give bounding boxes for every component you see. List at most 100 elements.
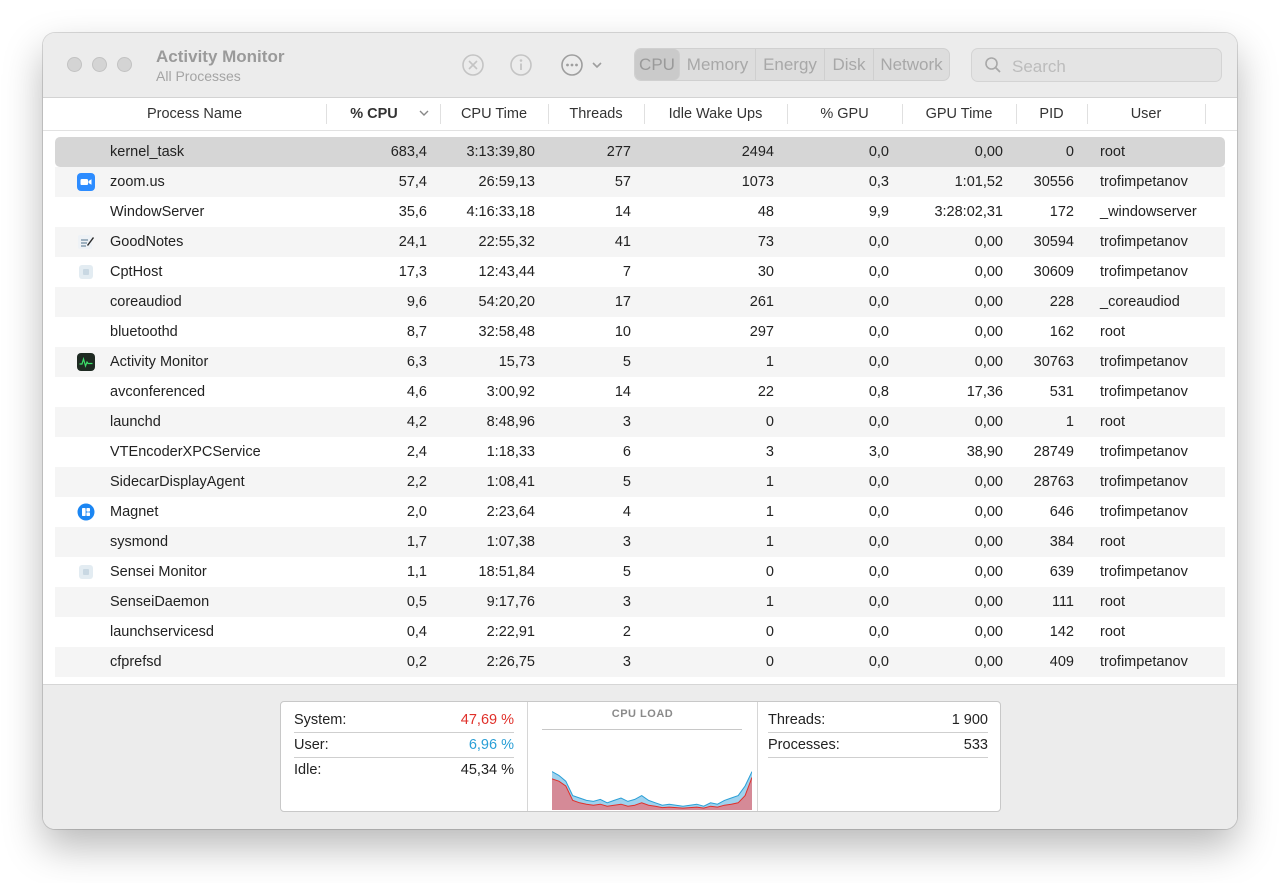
gpu-percent: 0,0 [868, 474, 889, 490]
gpu-percent: 0,0 [868, 264, 889, 280]
column-threads[interactable]: Threads [569, 106, 623, 122]
column-cpu[interactable]: % CPU [350, 106, 398, 122]
process-row[interactable]: Magnet 2,0 2:23,64 4 1 0,0 0,00 646 trofimpetano… [55, 497, 1225, 527]
gpu-percent: 0,0 [868, 294, 889, 310]
process-row[interactable]: bluetoothd 8,7 32:58,48 10 297 0,0 0,00 162 root [55, 317, 1225, 347]
process-row[interactable]: avconferenced 4,6 3:00,92 14 22 0,8 17,36 531 tr… [55, 377, 1225, 407]
column-cpu-time[interactable]: CPU Time [460, 106, 528, 122]
system-stat: System: 47,69 % [294, 708, 514, 733]
thread-count: 5 [622, 564, 631, 580]
column-gpu-time[interactable]: GPU Time [925, 106, 993, 122]
process-name: Magnet [110, 504, 159, 520]
thread-count: 14 [614, 384, 631, 400]
cpu-time: 1:08,41 [486, 474, 535, 490]
tab-disk[interactable]: Disk [825, 49, 874, 80]
thread-count: 10 [614, 324, 631, 340]
pid: 228 [1049, 294, 1074, 310]
idle-wake-ups: 297 [749, 324, 774, 340]
column-idle-wake-ups[interactable]: Idle Wake Ups [668, 106, 763, 122]
process-name: VTEncoderXPCService [110, 444, 261, 460]
process-name: CptHost [110, 264, 163, 280]
thread-count: 2 [622, 624, 631, 640]
pid: 142 [1049, 624, 1074, 640]
ellipsis-circle-icon[interactable] [560, 53, 604, 77]
cpu-time: 8:48,96 [486, 414, 535, 430]
gpu-time: 0,00 [974, 264, 1003, 280]
process-row[interactable]: VTEncoderXPCService 2,4 1:18,33 6 3 3,0 38,90 2… [55, 437, 1225, 467]
idle-wake-ups: 1 [765, 594, 774, 610]
process-name: zoom.us [110, 174, 165, 190]
cpu-load-divider [542, 729, 742, 730]
threads-value: 1 900 [951, 712, 988, 728]
thread-count: 3 [622, 534, 631, 550]
search-field[interactable] [971, 48, 1222, 82]
process-row[interactable]: Sensei Monitor 1,1 18:51,84 5 0 0,0 0,00 639 tro… [55, 557, 1225, 587]
process-row[interactable]: sysmond 1,7 1:07,38 3 1 0,0 0,00 384 root [55, 527, 1225, 557]
process-row[interactable]: launchd 4,2 8:48,96 3 0 0,0 0,00 1 root [55, 407, 1225, 437]
close-window-button[interactable] [67, 57, 82, 72]
gpu-percent: 0,0 [868, 324, 889, 340]
pid: 30609 [1033, 264, 1074, 280]
column-pid[interactable]: PID [1039, 106, 1064, 122]
gpu-time: 17,36 [966, 384, 1003, 400]
tab-network[interactable]: Network [880, 54, 943, 74]
process-row[interactable]: zoom.us 57,4 26:59,13 57 1073 0,3 1:01,52 30556… [55, 167, 1225, 197]
process-row[interactable]: cfprefsd 0,2 2:26,75 3 0 0,0 0,00 409 trofimpeta… [55, 647, 1225, 677]
cpu-time: 12:43,44 [478, 264, 535, 280]
activity-monitor-app-icon [77, 353, 95, 371]
cpu-percent: 9,6 [406, 294, 427, 310]
process-row[interactable]: SenseiDaemon 0,5 9:17,76 3 1 0,0 0,00 111 root [55, 587, 1225, 617]
process-row[interactable]: Activity Monitor 6,3 15,73 5 1 0,0 0,00 30763 tr… [55, 347, 1225, 377]
process-row[interactable]: launchservicesd 0,4 2:22,91 2 0 0,0 0,00 142 roo… [55, 617, 1225, 647]
process-name: Activity Monitor [110, 354, 209, 370]
process-name: SenseiDaemon [110, 594, 210, 610]
gpu-percent: 0,0 [868, 504, 889, 520]
process-name: Sensei Monitor [110, 564, 207, 580]
zoom-window-button[interactable] [117, 57, 132, 72]
process-row[interactable]: GoodNotes 24,1 22:55,32 41 73 0,0 0,00 30594 tro… [55, 227, 1225, 257]
gpu-percent: 0,0 [868, 414, 889, 430]
minimize-window-button[interactable] [92, 57, 107, 72]
cpu-time: 2:26,75 [486, 654, 535, 670]
system-value: 47,69 % [460, 712, 514, 728]
cpu-percent: 0,4 [406, 624, 427, 640]
gpu-time: 38,90 [966, 444, 1003, 460]
cpu-percent: 8,7 [406, 324, 427, 340]
tab-cpu[interactable]: CPU [635, 49, 680, 80]
user: trofimpetanov [1100, 384, 1188, 400]
window-subtitle[interactable]: All Processes [156, 68, 241, 84]
pid: 162 [1049, 324, 1074, 340]
idle-wake-ups: 0 [765, 624, 774, 640]
x-circle-icon[interactable] [461, 53, 485, 77]
processes-stat: Processes: 533 [768, 733, 988, 758]
process-row[interactable]: WindowServer 35,6 4:16:33,18 14 48 9,9 3:28:02… [55, 197, 1225, 227]
process-row[interactable]: SidecarDisplayAgent 2,2 1:08,41 5 1 0,0 0,00 28… [55, 467, 1225, 497]
column-process-name[interactable]: Process Name [146, 106, 243, 122]
user: root [1100, 594, 1125, 610]
generic-app-icon [77, 263, 95, 281]
cpu-summary-panel: System: 47,69 % User: 6,96 % Idle: 45,34… [280, 701, 1001, 812]
pid: 111 [1051, 594, 1074, 610]
cpu-time: 9:17,76 [486, 594, 535, 610]
processes-value: 533 [963, 737, 988, 753]
tab-energy[interactable]: Energy [756, 49, 825, 80]
info-circle-icon[interactable] [509, 53, 533, 77]
column-user[interactable]: User [1130, 106, 1162, 122]
tab-memory[interactable]: Memory [680, 49, 756, 80]
gpu-time: 0,00 [974, 354, 1003, 370]
thread-count: 3 [622, 654, 631, 670]
cpu-time: 1:18,33 [486, 444, 535, 460]
cpu-time: 3:13:39,80 [466, 144, 535, 160]
search-input[interactable] [1010, 55, 1214, 79]
cpu-time: 3:00,92 [486, 384, 535, 400]
cpu-percent: 57,4 [398, 174, 427, 190]
cpu-load-graph [552, 771, 752, 810]
idle-wake-ups: 22 [757, 384, 774, 400]
thread-count: 5 [622, 354, 631, 370]
process-row[interactable]: coreaudiod 9,6 54:20,20 17 261 0,0 0,00 228 _cor… [55, 287, 1225, 317]
process-row[interactable]: CptHost 17,3 12:43,44 7 30 0,0 0,00 30609 trofim… [55, 257, 1225, 287]
process-row[interactable]: kernel_task 683,4 3:13:39,80 277 2494 0,0 0,00… [55, 137, 1225, 167]
user: trofimpetanov [1100, 354, 1188, 370]
column-gpu[interactable]: % GPU [820, 106, 869, 122]
toolbar: Activity Monitor All Processes CPU Memor… [43, 33, 1237, 98]
